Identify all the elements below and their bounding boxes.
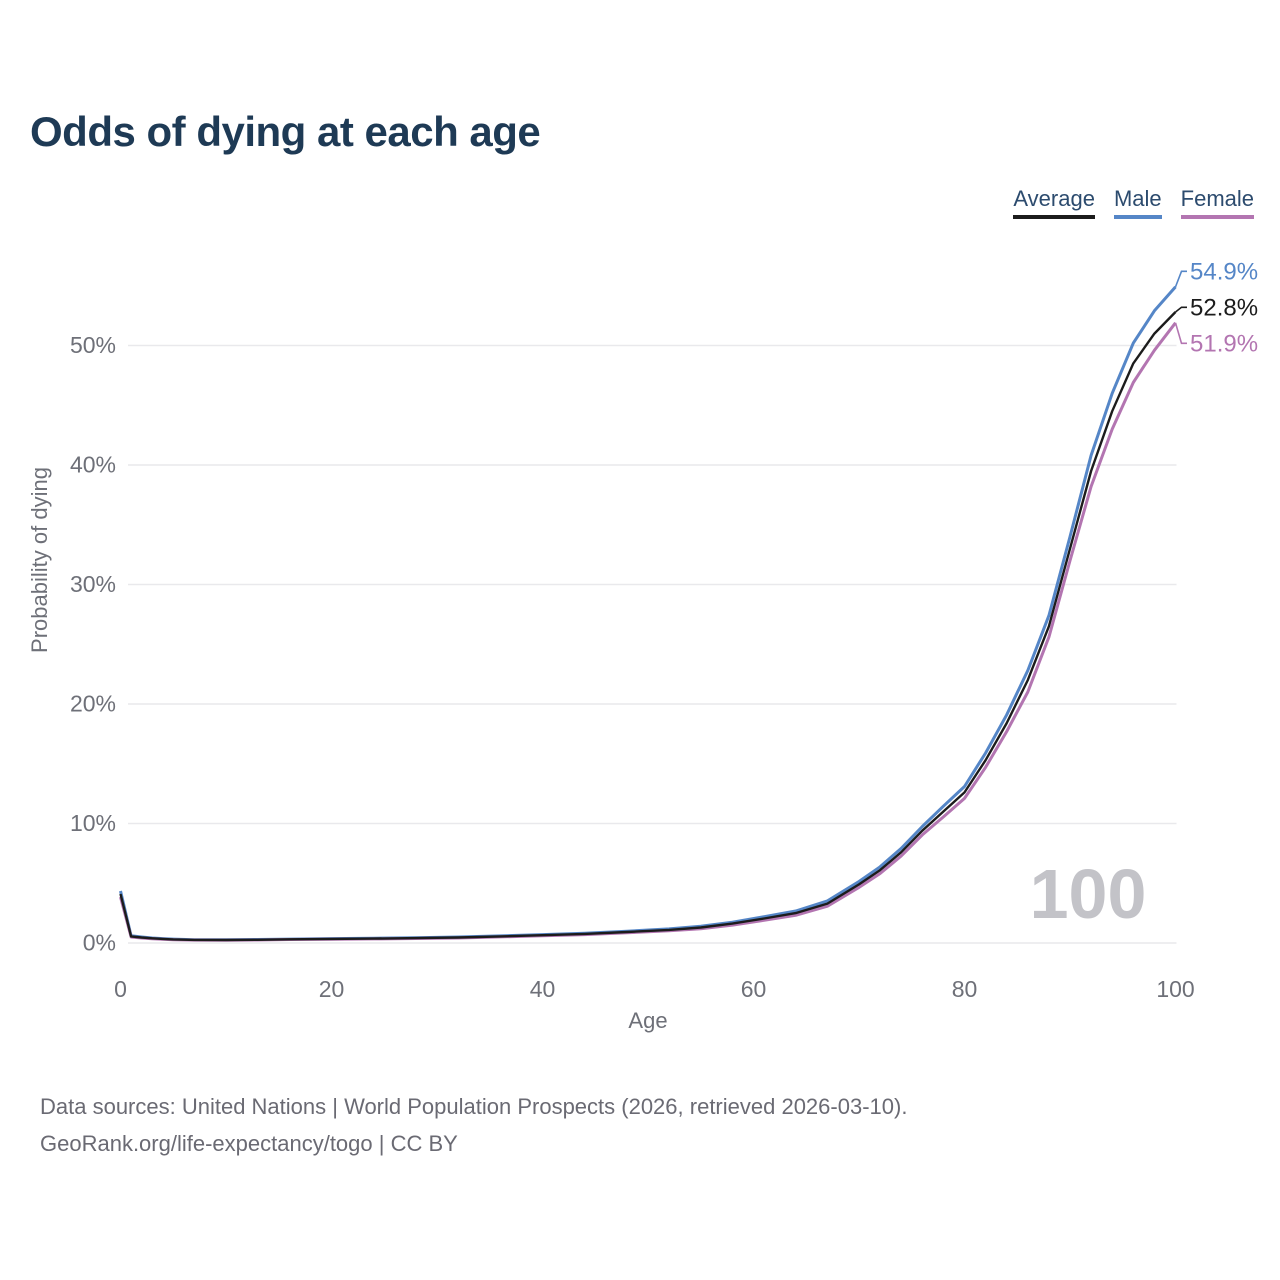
y-tick-label: 40% [70,452,116,478]
legend-label: Average [1013,186,1095,211]
series-line-average[interactable] [119,311,1177,942]
footer-source-line: Data sources: United Nations | World Pop… [40,1094,908,1119]
y-tick-label: 50% [70,332,116,358]
legend-swatch [1180,215,1254,219]
legend-item-average[interactable]: Average [1013,186,1095,219]
footer-license-line: GeoRank.org/life-expectancy/togo | CC BY [40,1131,458,1156]
y-tick-label: 0% [83,930,116,956]
legend-label: Female [1180,186,1254,211]
y-tick-label: 30% [70,571,116,597]
end-label-connector-average [1175,306,1187,313]
x-tick-label: 80 [952,976,978,1002]
series-line-male[interactable] [119,285,1177,942]
x-tick-label: 60 [741,976,767,1002]
x-tick-label: 0 [114,976,127,1002]
series-line-female[interactable] [119,321,1177,942]
chart-footer: Data sources: United Nations | World Pop… [40,1088,907,1162]
legend-swatch [1113,215,1162,219]
y-tick-label: 10% [70,810,116,836]
legend-label: Male [1113,186,1162,211]
end-label-male: 54.9% [1190,258,1258,285]
legend-swatch [1013,215,1095,219]
end-label-average: 52.8% [1190,294,1258,321]
watermark-label: 100 [1030,855,1147,933]
y-axis-title: Probability of dying [27,467,52,653]
x-tick-label: 40 [530,976,556,1002]
page-title: Odds of dying at each age [30,108,541,155]
end-label-connector-female [1174,322,1187,345]
x-tick-label: 100 [1156,976,1194,1002]
chart-legend: Average Male Female [1013,186,1254,219]
legend-item-female[interactable]: Female [1180,186,1254,219]
end-label-female: 51.9% [1190,330,1258,357]
end-label-connector-male [1174,270,1187,288]
y-tick-label: 20% [70,691,116,717]
x-tick-label: 20 [319,976,345,1002]
x-axis-title: Age [628,1008,667,1033]
legend-item-male[interactable]: Male [1113,186,1162,219]
